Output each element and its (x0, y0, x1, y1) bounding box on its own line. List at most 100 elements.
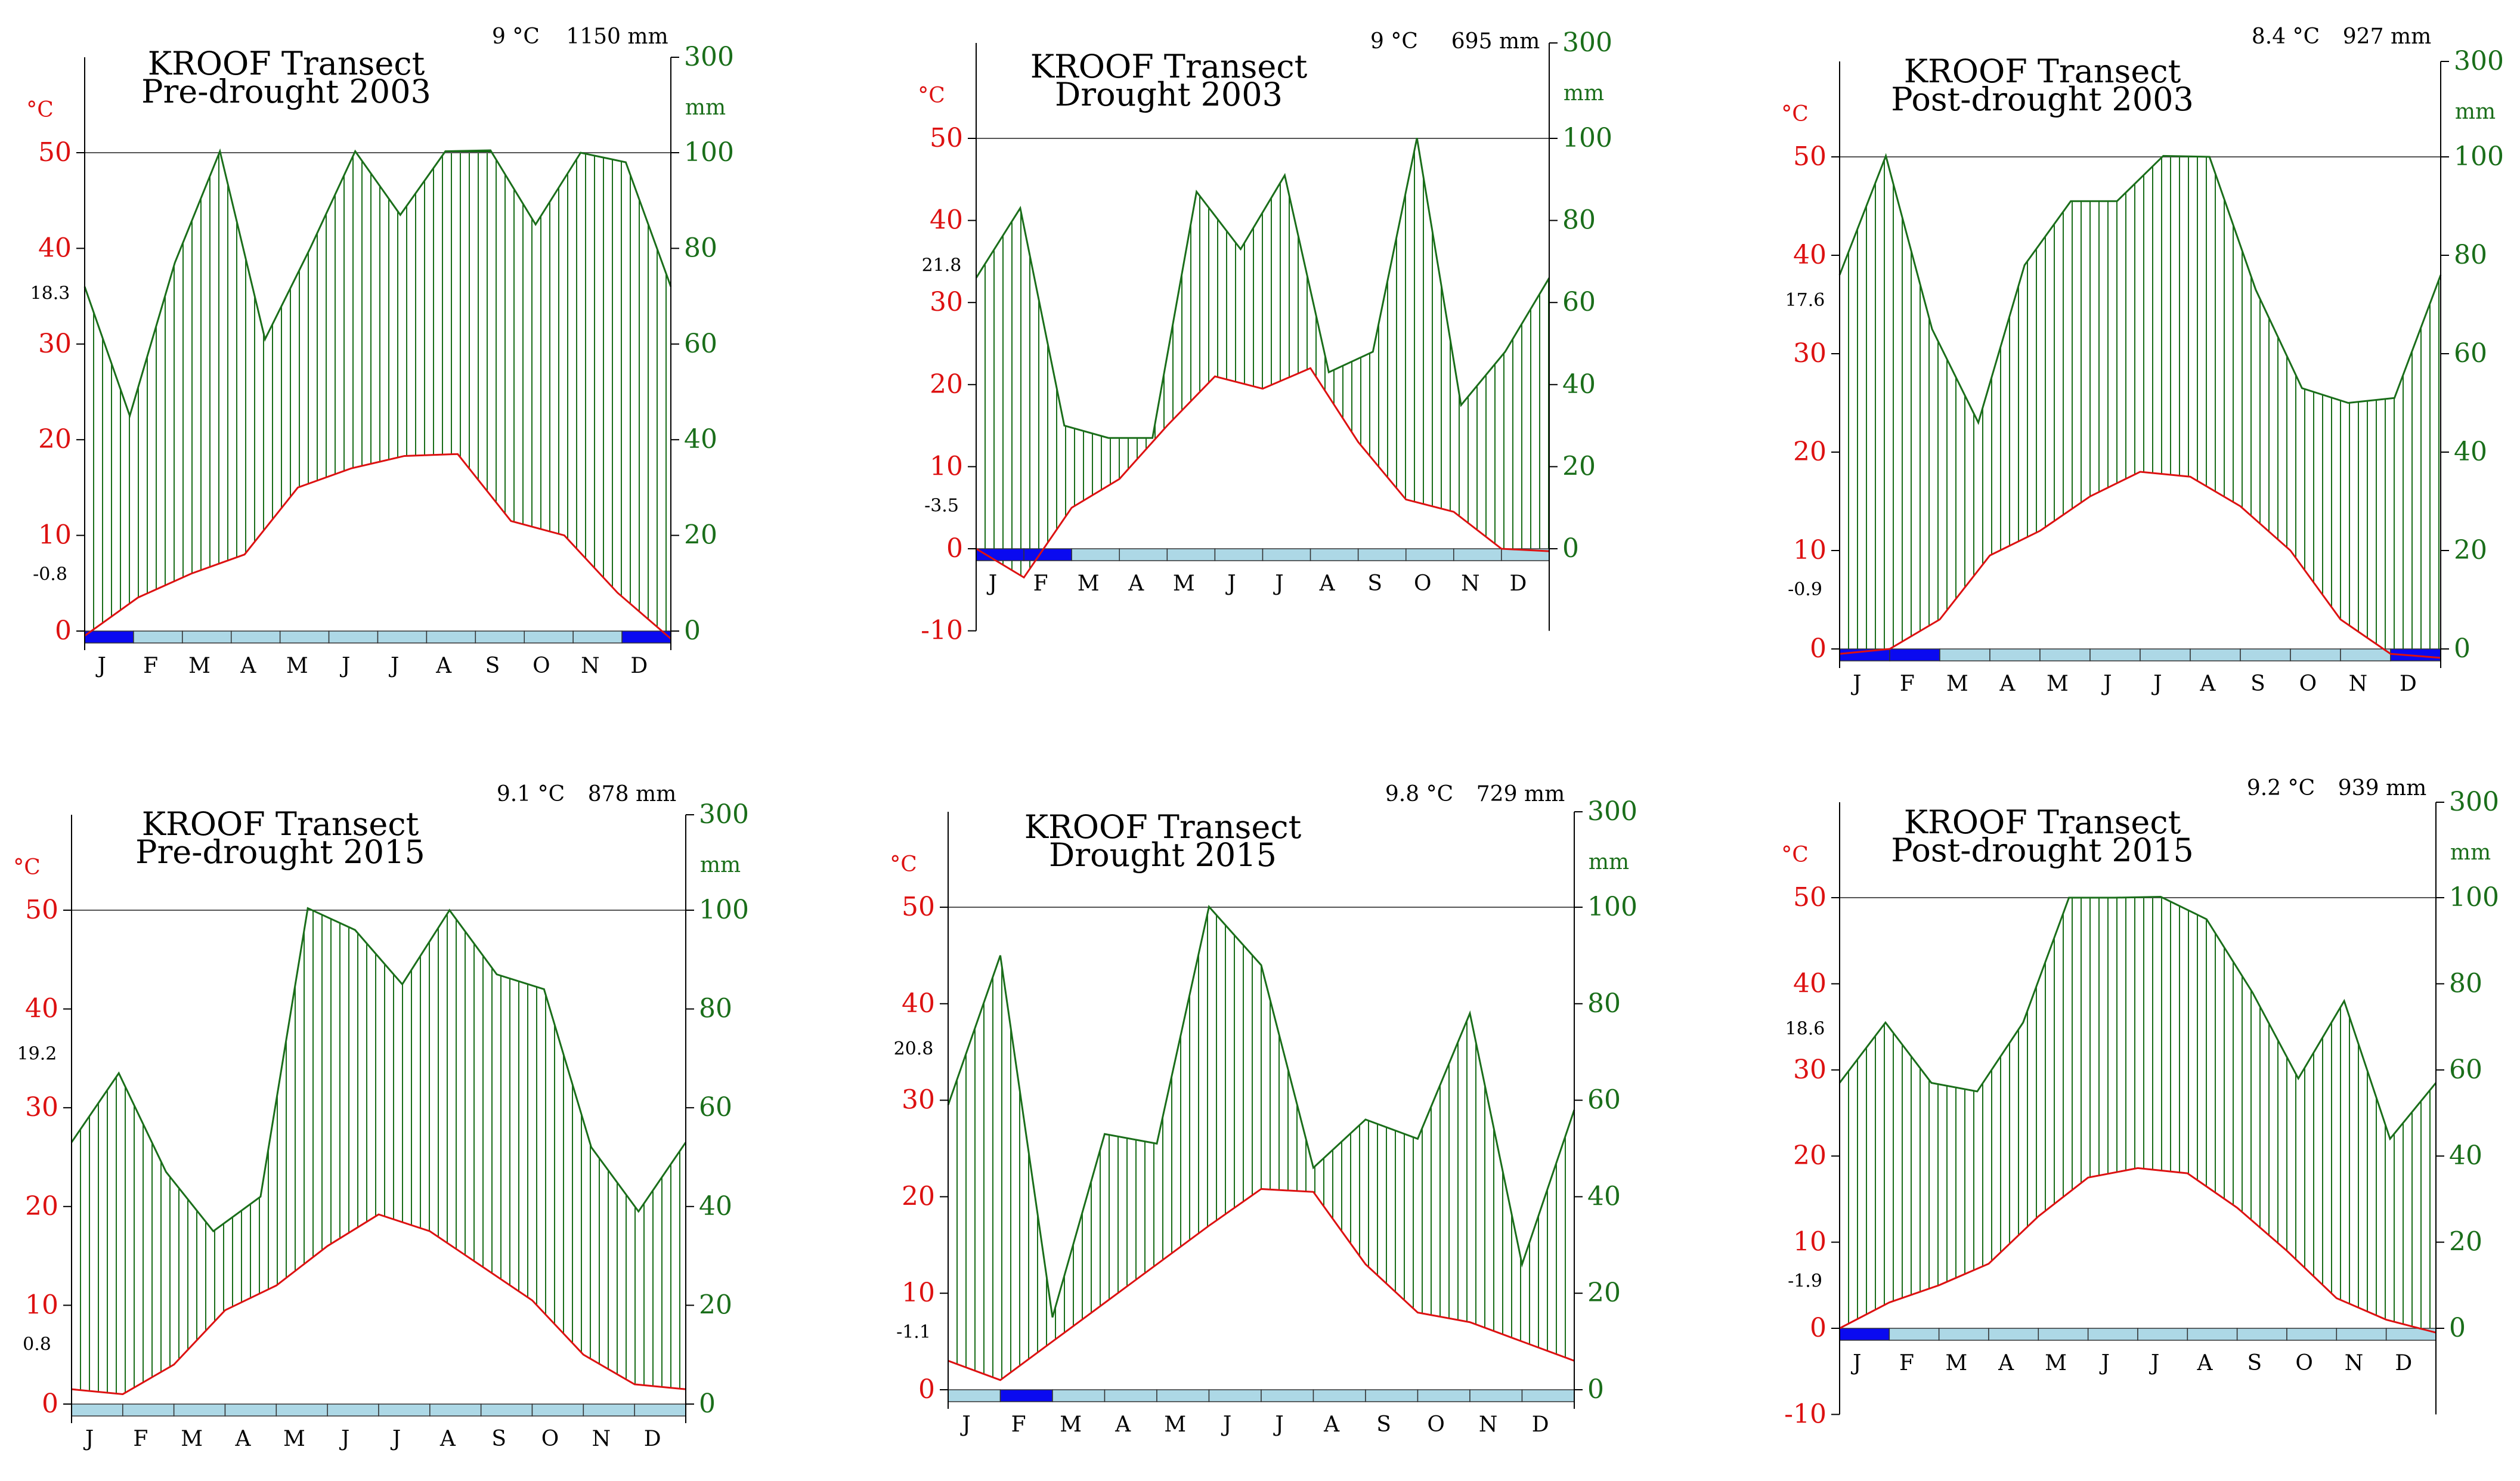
min-temp-label: -1.1 (896, 1322, 931, 1343)
max-temp-label: 20.8 (894, 1038, 934, 1059)
frost-month-likely (328, 630, 379, 644)
month-label: N (1479, 1412, 1498, 1437)
month-label: A (435, 654, 452, 678)
temperature-tick-label: 20 (38, 424, 72, 454)
month-label: A (1115, 1412, 1131, 1437)
precipitation-tick-label: 0 (699, 1389, 716, 1419)
temperature-tick-label: 10 (1793, 535, 1826, 565)
temperature-tick-label: 30 (930, 287, 963, 317)
temperature-tick-label: 30 (38, 329, 72, 359)
temperature-tick-label: 0 (55, 616, 72, 646)
month-label: A (240, 654, 256, 678)
temperature-line (948, 1188, 1575, 1381)
frost-month-likely (1521, 1389, 1575, 1402)
month-label: O (2299, 672, 2317, 696)
frost-month-sure (999, 1389, 1053, 1402)
precipitation-tick-label: 20 (2449, 1227, 2482, 1257)
min-temp-label: 0.8 (23, 1334, 51, 1355)
temperature-line (976, 367, 1550, 579)
chart-subtitle: Drought 2015 (1049, 836, 1277, 874)
temperature-unit-label: °C (13, 855, 41, 880)
frost-bar (84, 630, 671, 644)
humid-hatching (976, 150, 1549, 576)
month-label: N (581, 654, 600, 678)
min-temp-label: -0.9 (1788, 579, 1822, 600)
chart-title: KROOF Transect (1024, 808, 1302, 846)
frost-month-likely (634, 1403, 686, 1417)
climate-diagram-panel: 0 10 20 30 40 50 °C 0 20 40 60 80 100 300 mm J F M A M J J A S O… (890, 782, 1637, 1437)
precipitation-tick-label: 60 (684, 329, 717, 359)
frost-month-likely (572, 630, 623, 644)
precipitation-tick-label: 100 (2449, 882, 2499, 913)
frost-month-likely (583, 1403, 635, 1417)
precipitation-tick-label: 0 (2454, 633, 2471, 664)
chart-subtitle: Pre-drought 2015 (135, 833, 425, 871)
frost-month-likely (1208, 1389, 1262, 1402)
temperature-tick-label: 10 (930, 451, 963, 481)
temperature-tick-label: 10 (902, 1278, 935, 1308)
precipitation-tick-label: 100 (2454, 141, 2504, 172)
frost-month-likely (1365, 1389, 1419, 1402)
frost-bar (976, 548, 1550, 561)
frost-month-likely (2336, 1328, 2387, 1341)
month-label: M (1946, 672, 1968, 696)
month-label: A (2199, 672, 2216, 696)
max-temp-label: 18.6 (1785, 1018, 1825, 1039)
climate-diagram-panel: 0 10 20 30 40 50 °C 0 20 40 60 80 100 300 mm J F M A M J J A S O… (13, 782, 749, 1451)
frost-month-likely (71, 1403, 123, 1417)
frost-month-likely (1309, 548, 1359, 561)
temperature-tick-label: 30 (25, 1092, 58, 1123)
frost-month-likely (2038, 1328, 2089, 1341)
precipitation-tick-label: 60 (1562, 287, 1596, 317)
month-label: S (485, 654, 500, 678)
month-label: M (1945, 1351, 1967, 1375)
month-label: A (235, 1427, 252, 1451)
temperature-tick-label: 50 (1793, 882, 1826, 913)
max-temp-label: 21.8 (922, 255, 962, 276)
annual-precipitation-label: 939 mm (2338, 776, 2426, 800)
annual-precipitation-label: 927 mm (2343, 24, 2431, 49)
mean-temperature-label: 9 °C (1370, 29, 1418, 54)
precipitation-tick-label: 0 (1587, 1374, 1604, 1405)
frost-month-likely (1166, 548, 1216, 561)
precipitation-line (83, 148, 672, 419)
precipitation-tick-label: 300 (699, 799, 749, 830)
temperature-tick-label: 40 (902, 988, 935, 1019)
month-label: N (2345, 1351, 2364, 1375)
precipitation-tick-label: 40 (1562, 369, 1596, 400)
mean-temperature-label: 8.4 °C (2252, 24, 2320, 49)
temperature-tick-label: -10 (921, 616, 963, 646)
precipitation-tick-label: 100 (1562, 123, 1612, 153)
min-temp-label: -1.9 (1788, 1271, 1822, 1292)
frost-month-likely (429, 1403, 482, 1417)
max-temp-label: 17.6 (1785, 290, 1825, 311)
frost-bar (1839, 648, 2441, 661)
frost-bar (71, 1403, 686, 1417)
month-label: F (1900, 672, 1915, 696)
month-label: F (1011, 1412, 1026, 1437)
temperature-tick-label: 0 (918, 1374, 935, 1405)
month-label: M (2047, 672, 2069, 696)
frost-month-likely (2236, 1328, 2287, 1341)
precipitation-line (1838, 153, 2442, 425)
precipitation-tick-label: 20 (1587, 1278, 1621, 1308)
frost-month-sure (1889, 648, 1940, 661)
temperature-unit-label: °C (890, 852, 917, 877)
frost-month-likely (1214, 548, 1264, 561)
month-label: J (1273, 1412, 1283, 1437)
temperature-tick-label: 0 (42, 1389, 58, 1419)
temperature-tick-label: 20 (930, 369, 963, 400)
month-label: D (644, 1427, 661, 1451)
precipitation-tick-label: 40 (1587, 1181, 1621, 1211)
month-label: D (630, 654, 648, 678)
month-label: O (533, 654, 550, 678)
frost-month-likely (1119, 548, 1168, 561)
precipitation-tick-label: 80 (1562, 205, 1596, 236)
temperature-unit-label: °C (1781, 102, 1809, 126)
frost-month-likely (279, 630, 330, 644)
precipitation-tick-label: 60 (2449, 1055, 2482, 1085)
chart-title: KROOF Transect (1904, 803, 2181, 841)
precipitation-tick-label: 80 (2449, 968, 2482, 998)
frost-month-likely (275, 1403, 328, 1417)
temperature-tick-label: 20 (25, 1191, 58, 1222)
